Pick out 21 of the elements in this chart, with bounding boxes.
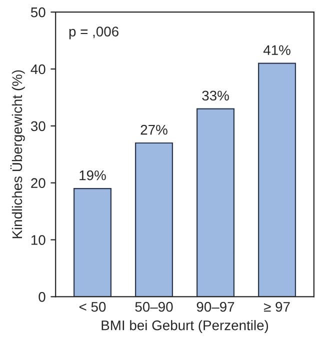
x-tick-label: < 50 xyxy=(79,302,106,312)
data-label: 19% xyxy=(80,170,106,180)
y-tick-label: 30 xyxy=(30,121,46,132)
bar xyxy=(196,108,235,297)
y-tick-label: 10 xyxy=(31,235,46,245)
y-tick-label: 20 xyxy=(31,178,46,188)
bar xyxy=(73,188,112,297)
x-tick-label: ≥ 97 xyxy=(264,302,290,312)
data-label: 33% xyxy=(202,90,229,101)
annotation: p = ,006 xyxy=(69,26,118,40)
data-label: 41% xyxy=(263,45,290,55)
y-tick-label: 40 xyxy=(30,64,46,74)
y-tick-label: 50 xyxy=(30,7,46,18)
x-axis-title: BMI bei Geburt (Perzentile) xyxy=(102,320,268,334)
bar xyxy=(134,142,174,297)
bar xyxy=(258,62,296,297)
y-axis-title: Kindliches Übergewicht (%) xyxy=(10,70,25,238)
data-label: 27% xyxy=(140,124,168,135)
y-tick-label: 0 xyxy=(38,292,46,302)
x-tick-label: 90–97 xyxy=(196,302,234,312)
x-tick-label: 50–90 xyxy=(135,302,173,312)
